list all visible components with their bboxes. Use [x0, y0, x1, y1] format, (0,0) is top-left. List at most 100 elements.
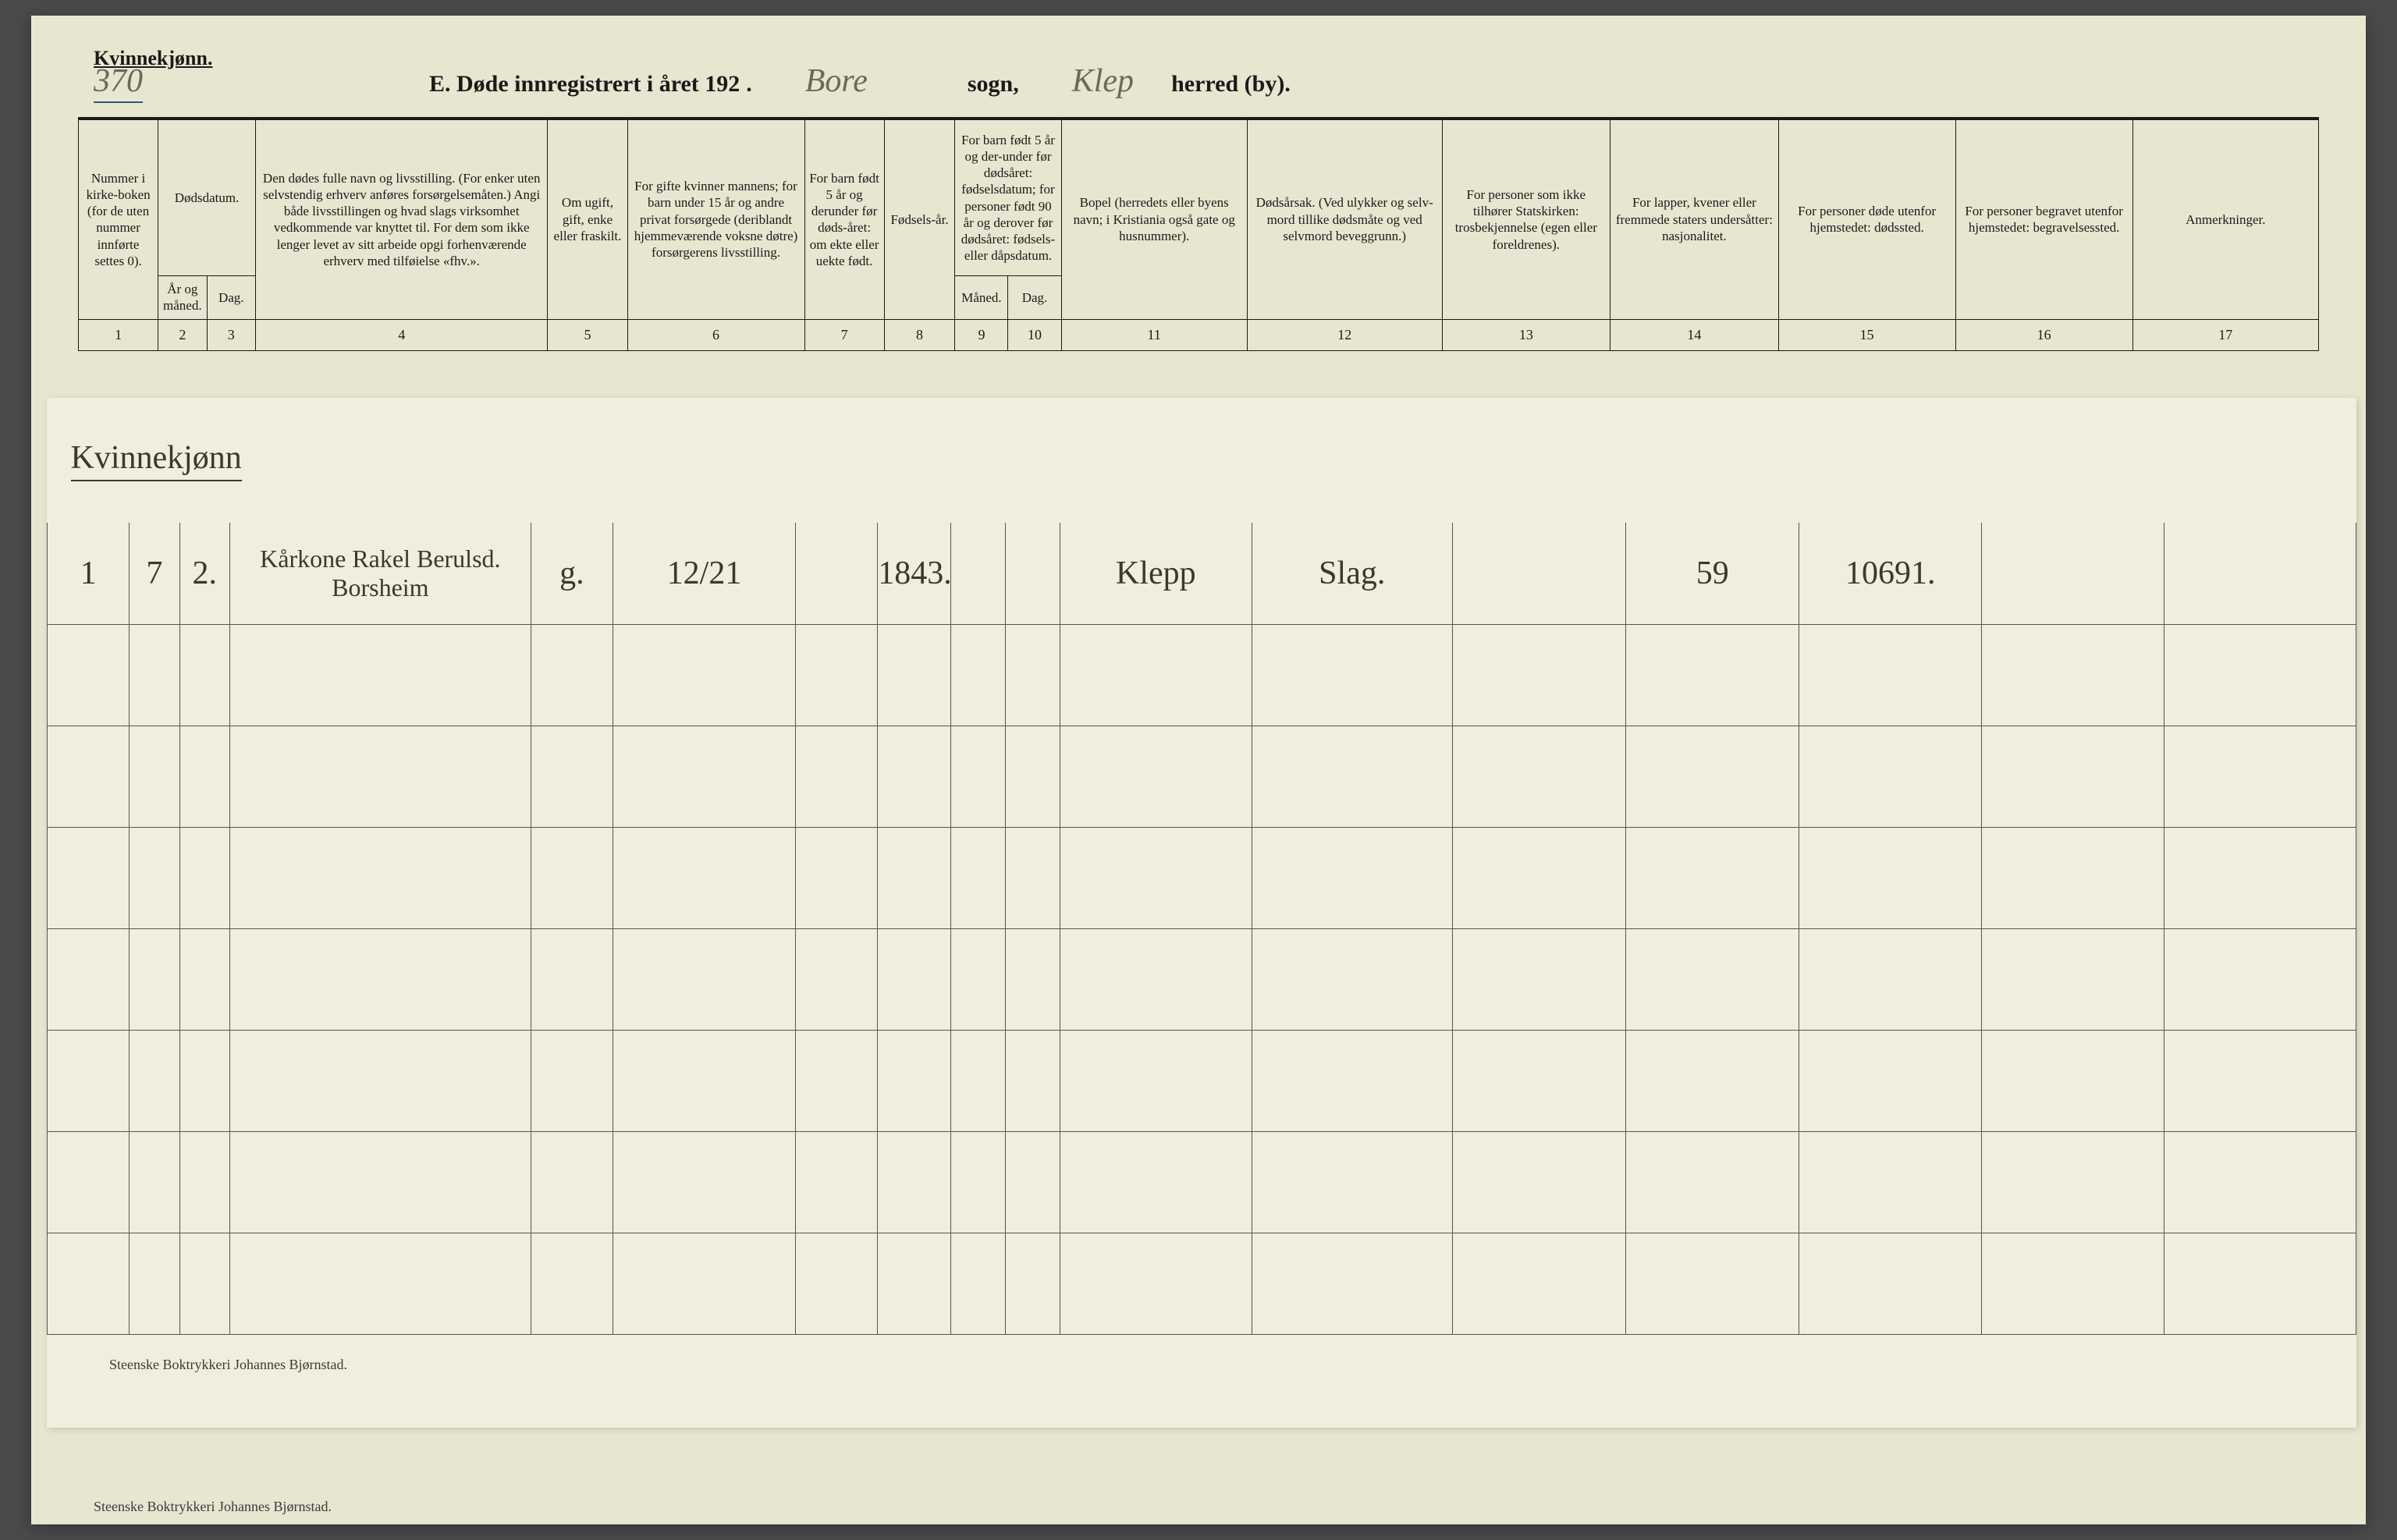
sogn-label: sogn,: [968, 71, 1019, 98]
empty-cell: [1060, 1030, 1252, 1131]
empty-cell: [950, 726, 1005, 827]
cell-c5: g.: [531, 523, 613, 624]
empty-cell: [48, 1233, 130, 1334]
overlay-table: Kvinnekjønn 1 7 2. Kårkone Rakel Berulsd…: [47, 398, 2356, 1335]
empty-cell: [179, 1030, 229, 1131]
empty-cell: [795, 1131, 877, 1233]
empty-cell: [1005, 726, 1060, 827]
empty-cell: [795, 928, 877, 1030]
colnum-4: 4: [255, 319, 547, 350]
empty-cell: [531, 624, 613, 726]
table-row: [48, 624, 2356, 726]
empty-cell: [48, 928, 130, 1030]
empty-cell: [1252, 928, 1452, 1030]
empty-cell: [130, 624, 179, 726]
empty-cell: [48, 1131, 130, 1233]
table-row: 1 7 2. Kårkone Rakel Berulsd. Borsheim g…: [48, 523, 2356, 624]
colnum-17: 17: [2132, 319, 2318, 350]
colnum-13: 13: [1442, 319, 1610, 350]
sogn-handwritten: Bore: [805, 62, 868, 100]
col-header-dodsdatum: Dødsdatum.: [158, 120, 256, 276]
cell-c7: [795, 523, 877, 624]
empty-cell: [179, 1131, 229, 1233]
empty-cell: [130, 928, 179, 1030]
empty-cell: [1252, 1131, 1452, 1233]
empty-cell: [130, 1233, 179, 1334]
empty-cell: [1799, 1233, 1982, 1334]
section-label: Kvinnekjønn: [71, 439, 242, 481]
empty-cell: [1252, 726, 1452, 827]
empty-cell: [878, 726, 951, 827]
herred-handwritten: Klep: [1072, 62, 1134, 100]
empty-cell: [229, 1030, 531, 1131]
cell-c12: Slag.: [1252, 523, 1452, 624]
colnum-6: 6: [627, 319, 804, 350]
empty-cell: [1626, 827, 1799, 928]
col-header-14: For lapper, kvener eller fremmede stater…: [1610, 120, 1779, 320]
empty-cell: [179, 726, 229, 827]
empty-cell: [130, 827, 179, 928]
empty-cell: [531, 1030, 613, 1131]
dodsdatum-label: Dødsdatum.: [175, 190, 240, 205]
empty-cell: [1799, 1131, 1982, 1233]
cell-c9: [950, 523, 1005, 624]
empty-cell: [1452, 827, 1625, 928]
empty-cell: [229, 726, 531, 827]
header: Kvinnekjønn. 370 E. Døde innregistrert i…: [78, 47, 2319, 101]
empty-cell: [48, 827, 130, 928]
empty-cell: [878, 928, 951, 1030]
empty-cell: [1060, 1131, 1252, 1233]
empty-cell: [48, 1030, 130, 1131]
empty-cell: [179, 624, 229, 726]
empty-cell: [1060, 928, 1252, 1030]
col-header-9: Måned.: [955, 276, 1008, 320]
empty-cell: [1982, 624, 2164, 726]
table-row: [48, 928, 2356, 1030]
empty-cell: [1005, 1030, 1060, 1131]
empty-cell: [1799, 726, 1982, 827]
cell-c1: 1: [48, 523, 130, 624]
empty-cell: [1452, 1131, 1625, 1233]
col-header-10: Dag.: [1008, 276, 1061, 320]
empty-cell: [531, 928, 613, 1030]
empty-cell: [1252, 827, 1452, 928]
colnum-7: 7: [804, 319, 884, 350]
colnum-8: 8: [884, 319, 955, 350]
register-table: Nummer i kirke-boken (for de uten nummer…: [78, 119, 2319, 351]
colnum-5: 5: [548, 319, 627, 350]
empty-cell: [1060, 726, 1252, 827]
empty-cell: [1005, 624, 1060, 726]
empty-cell: [2164, 827, 2356, 928]
printer-footer-page: Steenske Boktrykkeri Johannes Bjørnstad.: [94, 1499, 332, 1515]
empty-cell: [613, 1233, 796, 1334]
empty-cell: [613, 624, 796, 726]
col-header-7: For barn født 5 år og derunder før døds-…: [804, 120, 884, 320]
title-dot: .: [746, 71, 752, 98]
empty-cell: [613, 726, 796, 827]
empty-cell: [950, 928, 1005, 1030]
empty-cell: [1626, 1030, 1799, 1131]
empty-cell: [1060, 1233, 1252, 1334]
empty-cell: [878, 1030, 951, 1131]
empty-cell: [1626, 624, 1799, 726]
empty-cell: [1626, 1131, 1799, 1233]
empty-cell: [179, 827, 229, 928]
col-header-5: Om ugift, gift, enke eller fraskilt.: [548, 120, 627, 320]
empty-cell: [1982, 1131, 2164, 1233]
title-line: E. Døde innregistrert i året 192 . Bore …: [429, 62, 1291, 100]
section-row: Kvinnekjønn: [48, 398, 2356, 523]
table-row: [48, 827, 2356, 928]
herred-label: herred (by).: [1171, 71, 1291, 98]
empty-cell: [1799, 1030, 1982, 1131]
column-number-row: 1 2 3 4 5 6 7 8 9 10 11 12 13 14 15 16 1: [79, 319, 2319, 350]
empty-cell: [795, 1030, 877, 1131]
cell-c2: 7: [130, 523, 179, 624]
col-header-6: For gifte kvinner mannens; for barn unde…: [627, 120, 804, 320]
empty-cell: [1452, 1030, 1625, 1131]
document-page: Kvinnekjønn. 370 E. Døde innregistrert i…: [31, 16, 2366, 1524]
empty-cell: [795, 1233, 877, 1334]
empty-cell: [1799, 827, 1982, 928]
empty-cell: [950, 1131, 1005, 1233]
empty-cell: [1452, 928, 1625, 1030]
cell-c13: [1452, 523, 1625, 624]
